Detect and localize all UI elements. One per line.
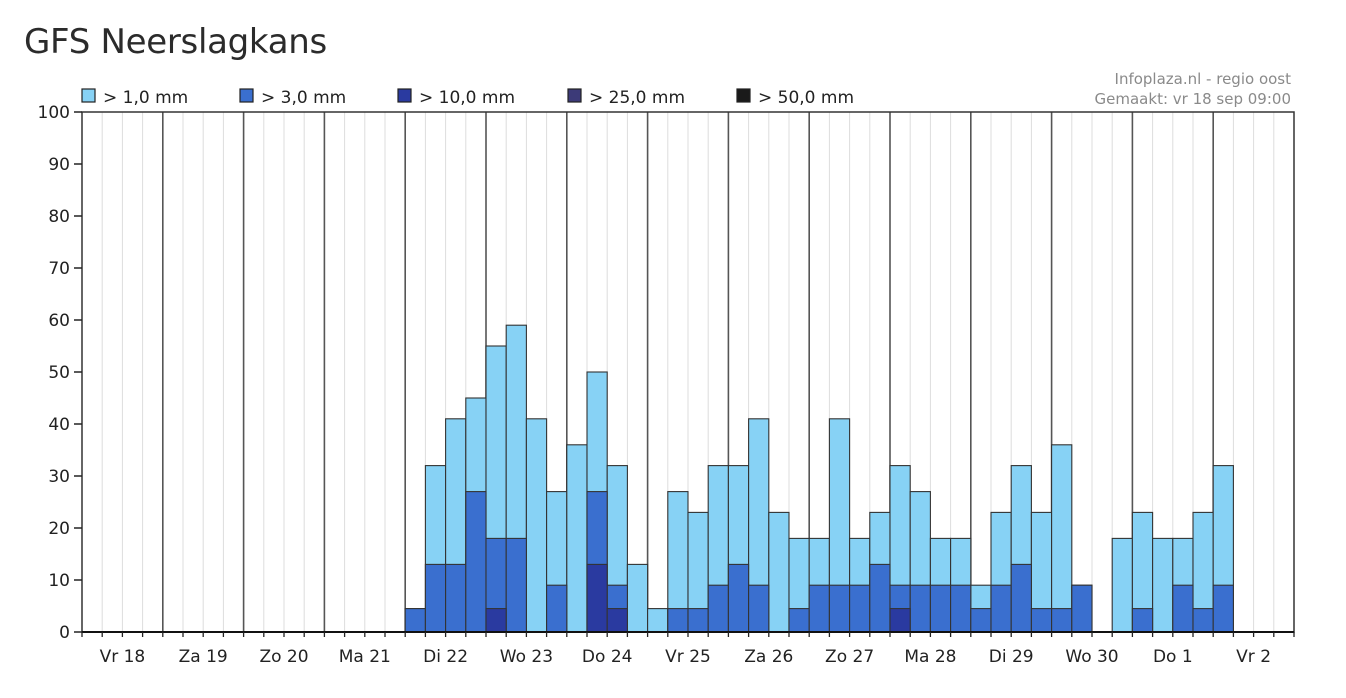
y-tick-label: 40 — [48, 415, 70, 435]
bar-gt10 — [485, 608, 507, 633]
bar-gt3 — [909, 584, 931, 633]
x-tick-label: Vr 18 — [100, 647, 146, 667]
bar-gt3 — [1212, 584, 1234, 633]
bar-gt1 — [1051, 444, 1073, 633]
legend-swatch — [736, 88, 751, 103]
legend-label: > 50,0 mm — [758, 88, 854, 108]
bar-gt1 — [1111, 537, 1133, 633]
x-tick-label: Vr 25 — [665, 647, 711, 667]
bar-gt3 — [788, 608, 810, 633]
bar-gt1 — [525, 418, 548, 633]
x-tick-label: Zo 27 — [825, 647, 874, 667]
x-tick-label: Za 26 — [744, 647, 793, 667]
y-tick-label: 90 — [48, 155, 70, 175]
x-tick-label: Wo 23 — [500, 647, 553, 667]
bar-gt3 — [828, 584, 851, 633]
bar-gt3 — [505, 537, 527, 633]
bar-gt1 — [566, 444, 588, 633]
legend-label: > 1,0 mm — [103, 88, 188, 108]
bar-gt1 — [626, 563, 649, 633]
bar-gt3 — [687, 608, 709, 633]
legend-swatch — [567, 88, 582, 103]
bar-gt3 — [1172, 584, 1194, 633]
bar-gt3 — [707, 584, 729, 633]
legend-swatch — [239, 88, 254, 103]
x-tick-label: Za 19 — [179, 647, 228, 667]
bar-gt3 — [970, 608, 992, 633]
legend-label: > 10,0 mm — [419, 88, 515, 108]
bar-gt3 — [990, 584, 1012, 633]
x-tick-label: Di 22 — [423, 647, 468, 667]
x-tick-label: Do 1 — [1153, 647, 1193, 667]
y-tick-label: 50 — [48, 363, 70, 383]
bar-gt3 — [1030, 608, 1053, 633]
credit-made: Gemaakt: vr 18 sep 09:00 — [1095, 90, 1291, 108]
bar-gt1 — [647, 608, 669, 633]
bar-gt3 — [667, 608, 689, 633]
credit-source: Infoplaza.nl - regio oost — [1115, 70, 1292, 88]
bar-gt3 — [849, 584, 871, 633]
legend-label: > 25,0 mm — [589, 88, 685, 108]
x-tick-label: Di 29 — [989, 647, 1034, 667]
legend-label: > 3,0 mm — [261, 88, 346, 108]
page-title: GFS Neerslagkans — [24, 22, 327, 62]
bar-gt3 — [869, 563, 891, 633]
bar-gt1 — [768, 511, 790, 633]
bar-gt3 — [808, 584, 830, 633]
legend: > 1,0 mm > 3,0 mm > 10,0 mm > 25,0 mm > 50,0… — [81, 88, 854, 108]
bar-gt3 — [950, 584, 972, 633]
x-tick-label: Ma 21 — [339, 647, 391, 667]
legend-swatch — [397, 88, 412, 103]
bar-gt3 — [1131, 608, 1154, 633]
bar-layer — [404, 324, 1234, 633]
x-tick-label: Wo 30 — [1065, 647, 1118, 667]
bar-gt1 — [1152, 537, 1174, 633]
bar-gt3 — [1071, 584, 1093, 633]
x-tick-label: Zo 20 — [259, 647, 308, 667]
y-tick-label: 60 — [48, 311, 70, 331]
bar-gt3 — [748, 584, 770, 633]
bar-gt3 — [404, 608, 426, 633]
bar-gt3 — [929, 584, 952, 633]
bar-gt3 — [1010, 563, 1032, 633]
x-tick-label: Ma 28 — [904, 647, 956, 667]
bar-gt3 — [1192, 608, 1214, 633]
bar-gt3 — [465, 491, 487, 633]
x-tick-label: Do 24 — [582, 647, 633, 667]
bar-gt3 — [445, 563, 467, 633]
bar-gt3 — [727, 563, 750, 633]
bar-gt3 — [1051, 608, 1073, 633]
y-tick-label: 30 — [48, 467, 70, 487]
bar-gt3 — [424, 563, 447, 633]
y-tick-label: 100 — [38, 103, 70, 123]
bar-gt10 — [586, 563, 608, 633]
x-tick-label: Vr 2 — [1236, 647, 1271, 667]
bar-gt10 — [889, 608, 911, 633]
legend-swatch — [81, 88, 96, 103]
y-tick-label: 20 — [48, 519, 70, 539]
bar-gt10 — [606, 608, 628, 633]
y-tick-label: 0 — [59, 623, 70, 643]
y-tick-label: 80 — [48, 207, 70, 227]
bar-gt3 — [546, 584, 568, 633]
y-tick-label: 70 — [48, 259, 70, 279]
axis-layer: 0 10 20 30 40 50 60 70 80 90 100 Vr 18 Za 19 Zo 20 Ma … — [38, 103, 1295, 667]
y-tick-label: 10 — [48, 571, 70, 591]
